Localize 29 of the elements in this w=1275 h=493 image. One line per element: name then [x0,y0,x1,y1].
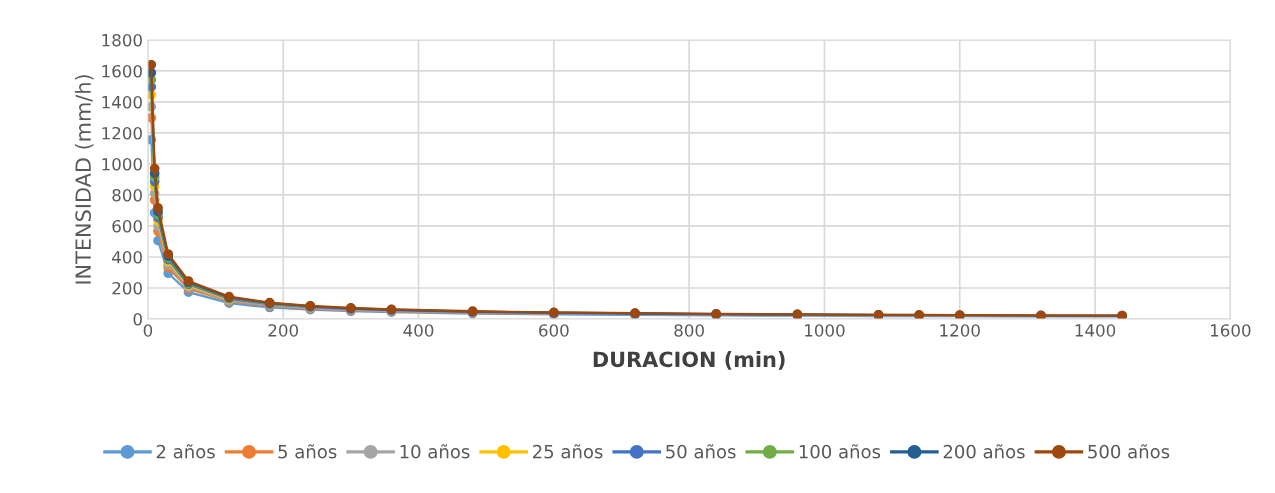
x-tick-label: 200 [268,324,299,337]
x-tick-label: 1400 [1075,324,1116,337]
x-tick-label: 1600 [1211,324,1251,337]
legend-label: 10 años [400,444,470,459]
x-tick-label: 1200 [940,324,980,337]
x-tick-label: 1000 [805,324,845,337]
y-tick-label: 400 [112,250,142,264]
y-tick-label: 1800 [102,33,142,47]
x-tick-label: 800 [674,324,704,337]
y-tick-label: 1200 [102,126,142,140]
y-tick-label: 1400 [102,95,142,109]
y-tick-label: 1600 [102,64,142,78]
legend-label: 200 años [943,444,1025,459]
x-axis-title: DURACION (min) [593,351,785,370]
legend-label: 50 años [666,444,736,459]
y-axis-title: INTENSIDAD (mm/h) [74,75,94,284]
x-tick-label: 400 [403,324,434,337]
x-tick-label: 600 [539,324,569,337]
legend-label: 500 años [1088,444,1170,459]
y-tick-label: 200 [112,281,142,295]
y-tick-label: 600 [112,219,142,233]
x-tick-label: 0 [143,324,153,337]
y-tick-label: 1000 [102,157,142,171]
legend-label: 100 años [799,444,881,459]
y-tick-label: 0 [133,312,142,326]
legend-label: 5 años [278,444,337,459]
legend-label: 25 años [533,444,603,459]
y-tick-label: 800 [112,188,142,202]
legend-label: 2 años [156,444,215,459]
